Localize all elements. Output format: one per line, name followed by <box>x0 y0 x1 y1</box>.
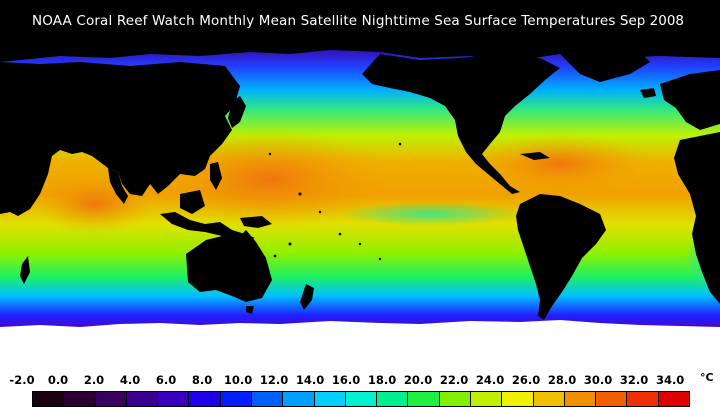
indian-peninsula <box>108 168 128 204</box>
bottom-ice-band <box>0 344 720 371</box>
colorbar-swatch <box>126 392 159 406</box>
tasmania <box>246 306 254 314</box>
colorbar-tick-label: 4.0 <box>119 373 141 387</box>
colorbar-tick-label: 26.0 <box>511 373 541 387</box>
colorbar-tick-label: 34.0 <box>655 373 685 387</box>
colorbar-swatch <box>439 392 471 406</box>
pacific-islands <box>268 142 402 261</box>
borneo <box>180 190 205 214</box>
colorbar-tick-label: 8.0 <box>191 373 213 387</box>
colorbar-swatch <box>64 392 96 406</box>
colorbar-tick-label: 18.0 <box>367 373 397 387</box>
land-masses <box>0 44 720 320</box>
colorbar-swatch <box>408 392 440 406</box>
philippines <box>210 162 222 190</box>
africa-west <box>674 132 720 304</box>
caribbean-warm-pool <box>470 134 650 194</box>
colorbar-swatch <box>596 392 628 406</box>
eurasia-africa <box>0 62 240 216</box>
south-america <box>516 194 606 320</box>
new-zealand <box>300 284 314 310</box>
title-bar: NOAA Coral Reef Watch Monthly Mean Satel… <box>0 0 720 44</box>
temperature-colorbar <box>32 391 690 407</box>
japan <box>228 96 246 128</box>
greenland <box>560 50 650 82</box>
colorbar-tick-label: 14.0 <box>295 373 325 387</box>
north-america <box>362 54 560 194</box>
colorbar-swatch <box>345 392 378 406</box>
colorbar-tick-label: 30.0 <box>583 373 613 387</box>
colorbar-tick-label: 2.0 <box>83 373 105 387</box>
colorbar-tick-label: -2.0 <box>9 373 35 387</box>
colorbar-swatch <box>533 392 565 406</box>
map-title: NOAA Coral Reef Watch Monthly Mean Satel… <box>32 13 616 29</box>
indian-ocean-warm-area <box>35 174 155 234</box>
colorbar-swatch <box>502 392 534 406</box>
europe-west <box>660 70 720 130</box>
colorbar-swatch <box>95 392 127 406</box>
colorbar-swatch <box>283 392 315 406</box>
iceland <box>640 88 656 98</box>
colorbar-swatch <box>251 392 284 406</box>
colorbar-tick-label: 6.0 <box>155 373 177 387</box>
colorbar-tick-label: 24.0 <box>475 373 505 387</box>
east-pacific-cool-tongue <box>340 202 520 226</box>
colorbar-swatch <box>627 392 659 406</box>
colorbar-tick-label: 12.0 <box>259 373 289 387</box>
unit-label: °C <box>700 371 714 384</box>
cuba <box>520 152 550 160</box>
arctic-land <box>0 44 720 62</box>
colorbar-swatch <box>658 392 689 406</box>
australia <box>186 230 272 302</box>
colorbar-swatch <box>158 392 190 406</box>
colorbar-tick-label: 16.0 <box>331 373 361 387</box>
sst-map <box>0 44 720 371</box>
colorbar-tick-label: 10.0 <box>223 373 253 387</box>
colorbar-swatch <box>470 392 503 406</box>
new-guinea <box>240 216 272 228</box>
colorbar-tick-labels: °C -2.0 0.0 2.0 4.0 6.0 8.0 10.0 12.0 14.0 16.0 18… <box>0 371 720 389</box>
colorbar-swatch <box>33 392 65 406</box>
colorbar-swatch <box>564 392 597 406</box>
date-label: Sep 2008 <box>619 13 684 29</box>
colorbar-swatch <box>314 392 346 406</box>
colorbar-swatch <box>189 392 221 406</box>
indonesia-islands <box>160 212 255 242</box>
colorbar-tick-label: 32.0 <box>619 373 649 387</box>
colorbar-tick-label: 22.0 <box>439 373 469 387</box>
madagascar <box>20 256 30 284</box>
colorbar-swatch <box>377 392 409 406</box>
colorbar-tick-label: 20.0 <box>403 373 433 387</box>
colorbar-swatch <box>220 392 252 406</box>
colorbar-tick-label: 0.0 <box>47 373 69 387</box>
colorbar-tick-label: 28.0 <box>547 373 577 387</box>
